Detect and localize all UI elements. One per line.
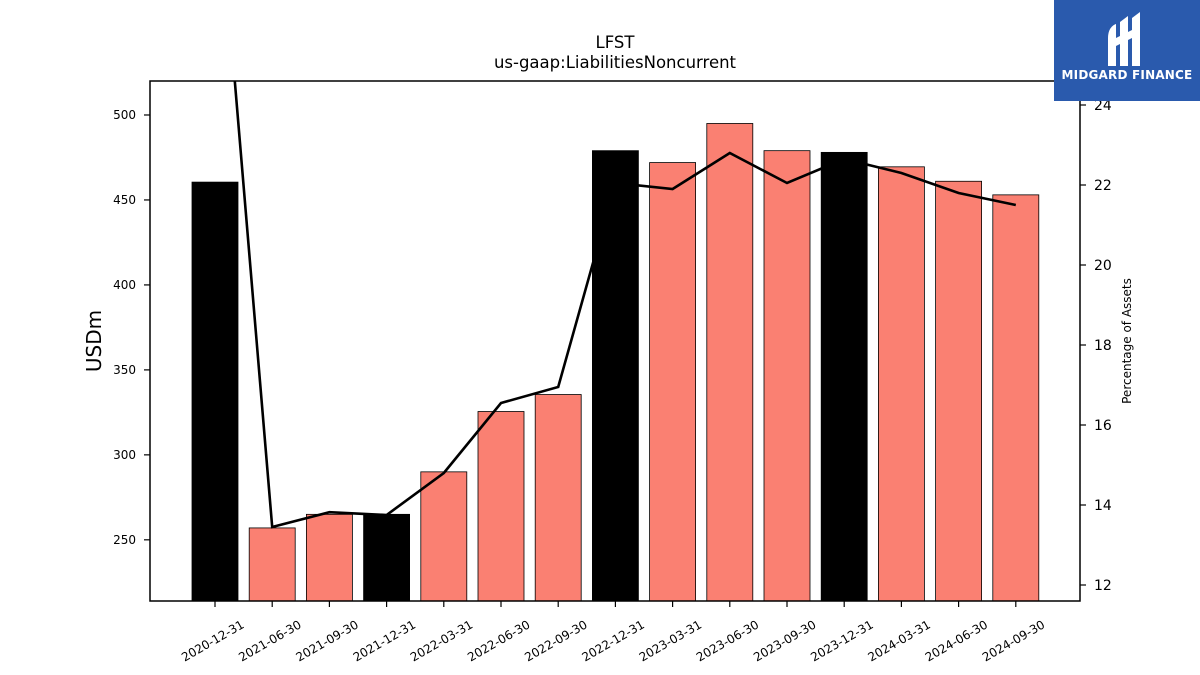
x-tick-label: 2021-09-30 (293, 617, 360, 664)
bar-2022-09-30 (534, 394, 582, 602)
x-tick-label: 2023-06-30 (694, 617, 761, 664)
y-tick-label: 250 (113, 533, 136, 547)
y2-axis-label: Percentage of Assets (1120, 278, 1134, 404)
percentage-of-assets-line (233, 81, 1017, 529)
right-axis-ticks: 12 14 16 18 20 22 24 (1080, 98, 1112, 594)
bar-series (191, 123, 1040, 602)
x-tick-label: 2022-12-31 (579, 617, 646, 664)
bar-2021-06-30 (248, 527, 296, 602)
brand-logo: MIDGARD FINANCE (1054, 0, 1200, 101)
bar-2023-12-31 (820, 151, 868, 602)
x-tick-label: 2022-06-30 (465, 617, 532, 664)
y2-tick-label: 12 (1094, 578, 1112, 594)
chart-title: LFST (596, 33, 636, 52)
y2-tick-label: 22 (1094, 178, 1112, 194)
bar-2020-12-31 (191, 181, 239, 602)
bar-2022-03-31 (420, 471, 468, 602)
y-tick-label: 300 (113, 448, 136, 462)
y2-tick-label: 16 (1094, 418, 1112, 434)
bar-2023-03-31 (649, 162, 696, 602)
x-tick-label: 2021-06-30 (236, 617, 303, 664)
y2-tick-label: 24 (1094, 98, 1112, 114)
bar-2021-12-31 (363, 513, 411, 602)
bar-2023-09-30 (763, 150, 811, 602)
x-tick-label: 2023-03-31 (637, 617, 704, 664)
y2-tick-label: 14 (1094, 498, 1112, 514)
y-tick-label: 350 (113, 363, 136, 377)
x-tick-label: 2024-03-31 (865, 617, 932, 664)
bar-2024-09-30 (992, 194, 1040, 602)
y-tick-label: 500 (113, 108, 136, 122)
bar-2021-09-30 (305, 513, 353, 602)
x-tick-label: 2023-09-30 (751, 617, 818, 664)
y2-tick-label: 18 (1094, 338, 1112, 354)
x-tick-label: 2024-09-30 (980, 617, 1047, 664)
y-tick-label: 400 (113, 278, 136, 292)
line-series (233, 81, 1017, 529)
chart-subtitle: us-gaap:LiabilitiesNoncurrent (494, 53, 737, 72)
x-tick-label: 2021-12-31 (351, 617, 418, 664)
x-tick-label: 2022-09-30 (522, 617, 589, 664)
bar-2024-03-31 (878, 166, 925, 602)
x-tick-label: 2022-03-31 (408, 617, 475, 664)
bar-2022-06-30 (477, 411, 525, 602)
x-tick-label: 2020-12-31 (179, 617, 246, 664)
bar-2024-06-30 (935, 180, 982, 602)
y-tick-label: 450 (113, 193, 136, 207)
left-axis-ticks: 250 300 350 400 450 500 (113, 108, 150, 547)
bar-2023-06-30 (706, 123, 754, 602)
x-axis-ticks: 2020-12-312021-06-302021-09-302021-12-31… (179, 601, 1047, 664)
midgard-logo-icon (1108, 12, 1140, 66)
logo-text: MIDGARD FINANCE (1061, 68, 1193, 82)
bar-2022-12-31 (592, 150, 639, 602)
y-axis-label: USDm (82, 310, 106, 372)
x-tick-label: 2024-06-30 (923, 617, 990, 664)
y2-tick-label: 20 (1094, 258, 1112, 274)
x-tick-label: 2023-12-31 (808, 617, 875, 664)
